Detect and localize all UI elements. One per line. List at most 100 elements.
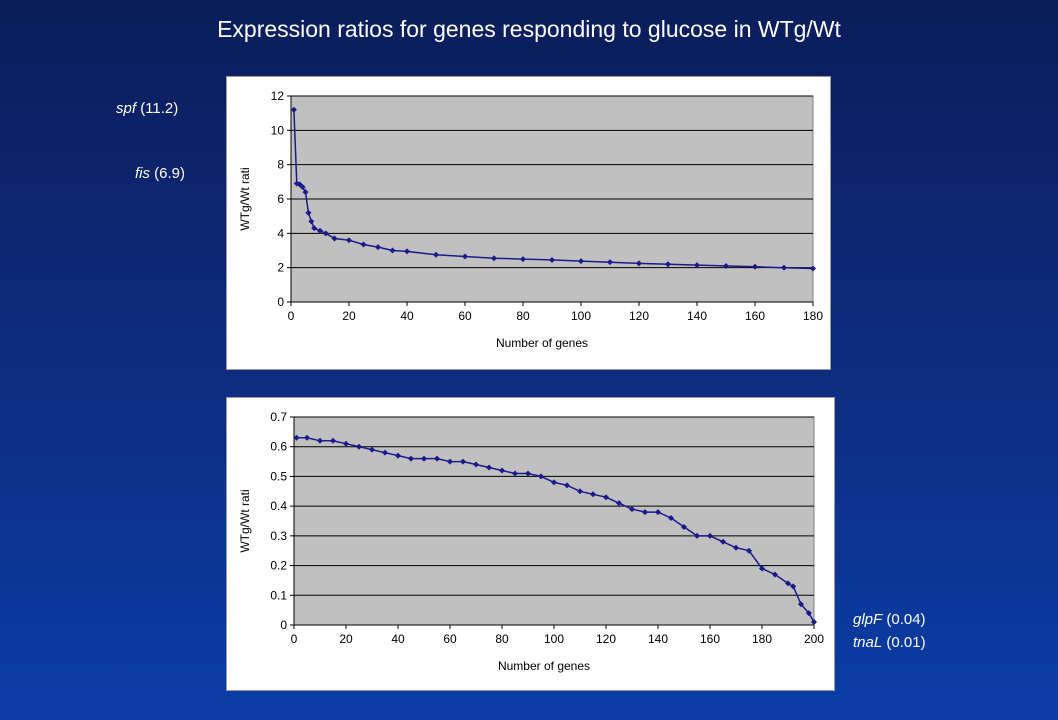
data-point: [434, 455, 440, 462]
data-point: [707, 532, 713, 539]
series-line: [293, 109, 814, 270]
y-tick-label: 2: [277, 261, 284, 275]
data-point: [720, 538, 726, 545]
data-point: [308, 218, 315, 225]
data-point: [486, 464, 492, 471]
data-point: [694, 262, 700, 269]
data-point: [389, 247, 396, 254]
y-tick-label: 0.7: [270, 410, 287, 424]
data-point: [395, 452, 401, 459]
data-point: [322, 230, 329, 237]
x-tick-label: 80: [516, 309, 530, 323]
y-tick-label: 0.3: [270, 529, 287, 543]
data-point: [752, 263, 758, 270]
data-point: [790, 583, 797, 590]
annotation-tnal-gene: tnaL: [853, 634, 883, 651]
x-tick-label: 180: [803, 309, 823, 323]
data-point: [447, 458, 453, 465]
annotation-spf-value: (11.2): [140, 100, 179, 117]
data-point: [317, 227, 323, 234]
annotation-tnal-value: (0.01): [886, 634, 926, 651]
y-tick-label: 0.5: [270, 469, 287, 483]
data-point: [668, 515, 674, 522]
slide-title: Expression ratios for genes responding t…: [217, 16, 841, 42]
data-point: [302, 189, 309, 196]
data-point: [305, 209, 312, 216]
x-tick-label: 100: [544, 632, 564, 646]
annotation-spf-gene: spf: [116, 100, 137, 117]
data-point: [525, 470, 531, 477]
x-tick-label: 100: [571, 309, 591, 323]
x-tick-label: 40: [400, 309, 414, 323]
data-point: [462, 253, 468, 260]
data-point: [299, 183, 306, 190]
y-tick-label: 6: [277, 192, 284, 206]
data-point: [473, 461, 479, 468]
data-point: [733, 544, 739, 551]
x-tick-label: 200: [804, 632, 824, 646]
x-tick-label: 60: [443, 632, 457, 646]
data-point: [356, 443, 362, 450]
data-point: [694, 532, 700, 539]
annotation-glpf: glpF (0.04): [853, 611, 926, 628]
x-tick-label: 0: [291, 632, 298, 646]
annotation-tnal: tnaL (0.01): [853, 634, 926, 651]
data-point: [346, 237, 352, 244]
x-tick-label: 140: [687, 309, 707, 323]
y-tick-label: 12: [271, 89, 285, 103]
annotation-fis-gene: fis: [135, 165, 150, 182]
x-tick-label: 160: [745, 309, 765, 323]
data-point: [311, 225, 318, 232]
data-point: [759, 565, 765, 572]
x-tick-label: 20: [339, 632, 353, 646]
data-point: [723, 262, 729, 269]
data-point: [798, 601, 804, 608]
data-point: [590, 491, 596, 498]
data-point: [538, 473, 544, 480]
data-point: [805, 610, 812, 617]
x-axis-title: Number of genes: [496, 336, 588, 350]
data-point: [520, 256, 526, 263]
data-point: [460, 458, 466, 465]
data-point: [343, 440, 349, 447]
data-point: [293, 434, 300, 441]
x-tick-label: 160: [700, 632, 720, 646]
y-tick-label: 10: [271, 123, 285, 137]
data-point: [404, 248, 410, 255]
data-point: [564, 482, 570, 489]
data-point: [421, 455, 427, 462]
y-axis-title: WTg/Wt rati: [238, 167, 252, 230]
data-point: [772, 571, 778, 578]
x-tick-label: 20: [342, 309, 356, 323]
data-point: [785, 580, 791, 587]
x-tick-label: 120: [596, 632, 616, 646]
x-axis-title: Number of genes: [498, 659, 590, 673]
x-tick-label: 180: [752, 632, 772, 646]
annotation-glpf-gene: glpF: [853, 611, 883, 628]
x-tick-label: 0: [288, 309, 295, 323]
x-tick-label: 80: [495, 632, 509, 646]
data-point: [578, 258, 584, 265]
x-tick-label: 60: [458, 309, 472, 323]
data-point: [408, 455, 414, 462]
data-point: [810, 265, 816, 272]
data-point: [499, 467, 505, 474]
x-tick-label: 140: [648, 632, 668, 646]
data-point: [317, 437, 323, 444]
data-point: [629, 506, 635, 513]
data-point: [655, 509, 661, 516]
y-tick-label: 0.6: [270, 440, 287, 454]
data-point: [681, 523, 687, 530]
data-point: [811, 619, 817, 626]
data-point: [331, 235, 338, 242]
annotation-glpf-value: (0.04): [886, 611, 926, 628]
data-point: [433, 251, 439, 258]
data-point: [781, 264, 787, 271]
y-tick-label: 0.4: [270, 499, 287, 513]
data-point: [549, 256, 555, 263]
y-tick-label: 0: [280, 618, 287, 632]
data-point: [642, 509, 648, 516]
y-tick-label: 0: [277, 295, 284, 309]
data-point: [551, 479, 557, 486]
